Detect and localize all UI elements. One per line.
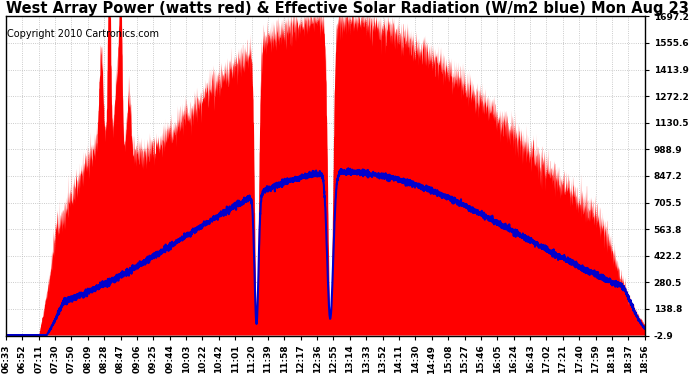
- Text: West Array Power (watts red) & Effective Solar Radiation (W/m2 blue) Mon Aug 23 : West Array Power (watts red) & Effective…: [6, 2, 690, 16]
- Text: Copyright 2010 Cartronics.com: Copyright 2010 Cartronics.com: [7, 29, 159, 39]
